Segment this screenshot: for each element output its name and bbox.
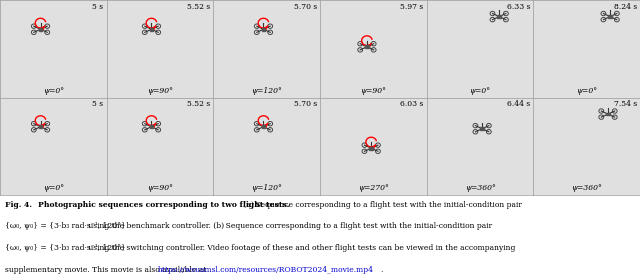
Bar [365,45,369,48]
Text: using the benchmark controller. (b) Sequence corresponding to a flight test with: using the benchmark controller. (b) Sequ… [86,222,493,230]
Text: ψ=0°: ψ=0° [469,87,491,94]
Text: .: . [380,266,383,274]
Bar [608,15,612,18]
Text: {ω₀, ψ₀} = {3·b₃ rad·s⁻¹, 120°}: {ω₀, ψ₀} = {3·b₃ rad·s⁻¹, 120°} [5,222,126,230]
Bar [480,127,484,130]
Text: 6.33 s: 6.33 s [507,3,530,11]
Text: ψ=0°: ψ=0° [43,87,64,94]
Text: 5.52 s: 5.52 s [187,3,210,11]
Text: ψ=270°: ψ=270° [358,184,388,192]
Text: 7.54 s: 7.54 s [614,101,637,108]
Text: ψ=0°: ψ=0° [43,184,64,192]
Text: 5 s: 5 s [92,3,104,11]
Bar [606,113,610,116]
Text: ψ=360°: ψ=360° [465,184,495,192]
Bar [369,147,373,150]
Text: 5 s: 5 s [92,101,104,108]
Text: ψ=90°: ψ=90° [360,87,387,94]
Text: {ω₀, ψ₀} = {3·b₃ rad·s⁻¹, 120°}: {ω₀, ψ₀} = {3·b₃ rad·s⁻¹, 120°} [5,244,126,252]
Bar [262,125,266,128]
Text: 5.52 s: 5.52 s [187,101,210,108]
Text: ψ=90°: ψ=90° [147,87,173,94]
Text: 5.70 s: 5.70 s [294,101,317,108]
Text: 5.70 s: 5.70 s [294,3,317,11]
Text: ψ=120°: ψ=120° [252,87,282,94]
Bar [497,15,501,18]
Bar [150,125,154,128]
Text: 5.97 s: 5.97 s [400,3,424,11]
Bar [38,28,42,30]
Text: using the switching controller. Video footage of these and other flight tests ca: using the switching controller. Video fo… [86,244,516,252]
Text: ψ=0°: ψ=0° [576,87,597,94]
Text: 8.24 s: 8.24 s [614,3,637,11]
Text: Fig. 4.: Fig. 4. [5,201,32,209]
Text: ψ=360°: ψ=360° [572,184,602,192]
Text: ψ=90°: ψ=90° [147,184,173,192]
Text: (a) Sequence corresponding to a flight test with the initial-condition pair: (a) Sequence corresponding to a flight t… [241,201,522,209]
Text: https://wsuamsl.com/resources/ROBOT2024_movie.mp4: https://wsuamsl.com/resources/ROBOT2024_… [157,266,374,274]
Text: 6.03 s: 6.03 s [400,101,424,108]
Text: ψ=120°: ψ=120° [252,184,282,192]
Bar [150,28,154,30]
Bar [38,125,42,128]
Text: 6.44 s: 6.44 s [507,101,530,108]
Bar [262,28,266,30]
Text: Photographic sequences corresponding to two flight tests.: Photographic sequences corresponding to … [38,201,290,209]
Text: supplementary movie. This movie is also available at: supplementary movie. This movie is also … [5,266,209,274]
